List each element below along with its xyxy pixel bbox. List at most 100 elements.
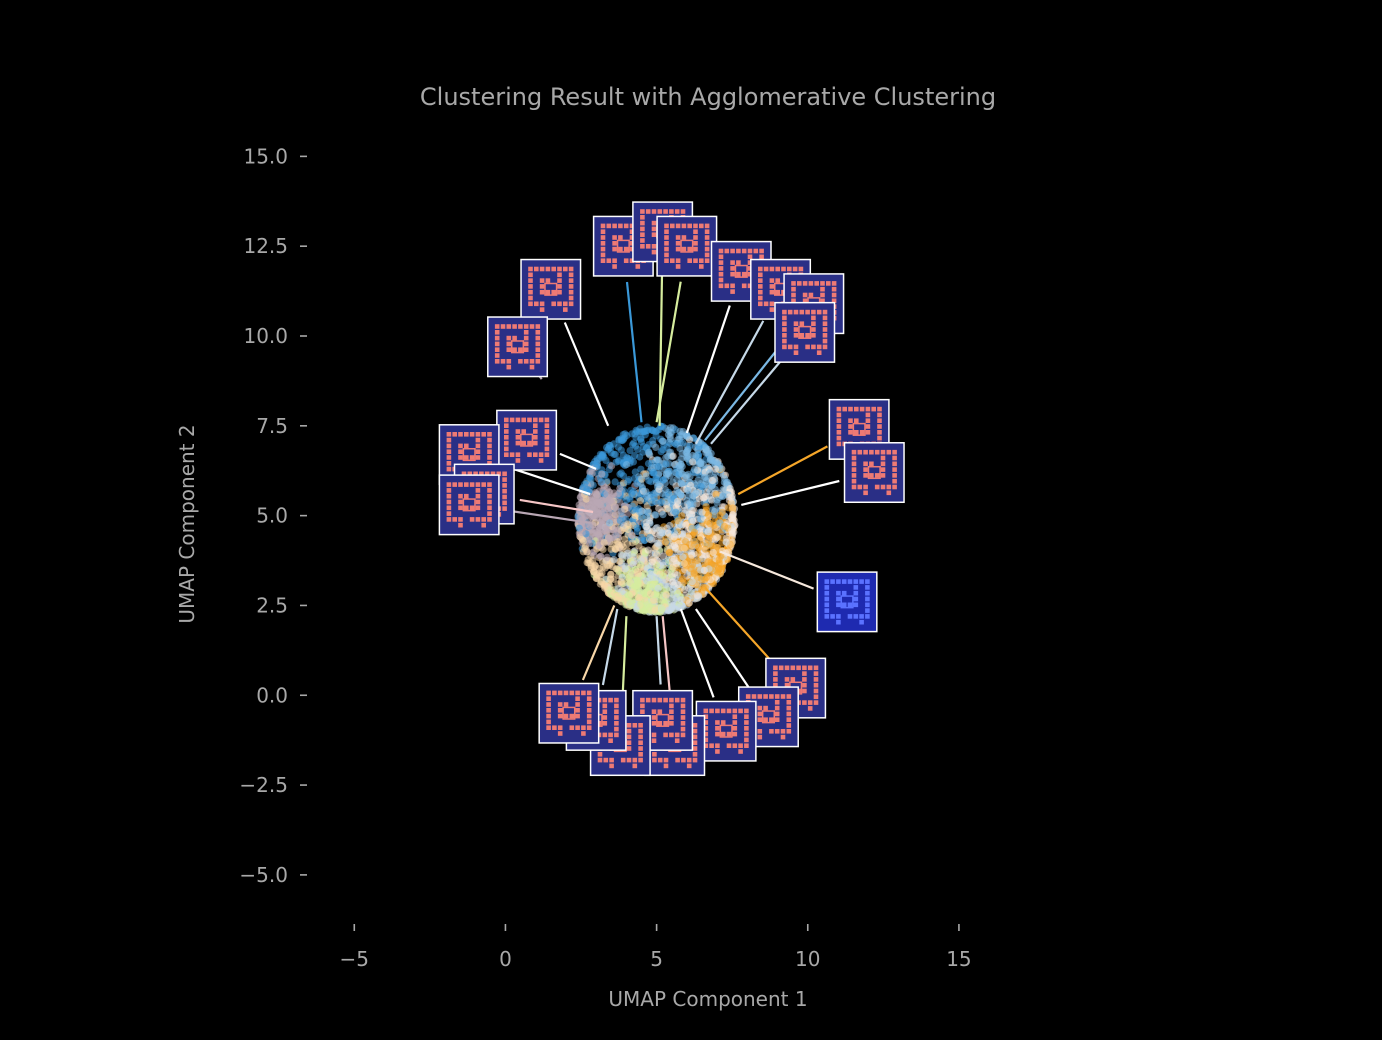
thumbnail-pixel bbox=[863, 467, 868, 472]
scatter-point bbox=[637, 561, 645, 569]
thumbnail-pixel bbox=[539, 284, 545, 289]
thumbnail-pixel bbox=[481, 522, 486, 528]
thumbnail-pixel bbox=[675, 264, 681, 269]
thumbnail-pixel bbox=[586, 719, 592, 725]
thumbnail-pixel bbox=[568, 278, 574, 283]
thumbnail-pixel bbox=[822, 315, 828, 321]
thumbnail-pixel bbox=[506, 347, 512, 352]
thumbnail-pixel bbox=[780, 729, 786, 734]
y-tick-label: 7.5 bbox=[256, 414, 288, 438]
thumbnail-pixel bbox=[640, 244, 645, 249]
scatter-point bbox=[682, 521, 690, 529]
thumbnail-pixel bbox=[787, 344, 793, 350]
scatter-point bbox=[652, 524, 660, 533]
thumbnail-pixel bbox=[535, 330, 541, 335]
thumbnail-pixel bbox=[730, 266, 735, 271]
scatter-point bbox=[662, 454, 670, 462]
thumbnail-pixel bbox=[699, 223, 704, 229]
scatter-point bbox=[592, 488, 600, 497]
thumbnail-pixel bbox=[614, 721, 619, 726]
thumbnail-pixel bbox=[726, 708, 732, 714]
thumbnail-pixel bbox=[808, 281, 814, 286]
thumbnail-pixel bbox=[880, 473, 886, 478]
thumbnail-pixel bbox=[745, 694, 751, 699]
thumbnail-pixel bbox=[892, 478, 897, 484]
thumbnail-pixel bbox=[675, 757, 680, 763]
thumbnail-pixel bbox=[523, 341, 529, 347]
thumbnail-pixel bbox=[469, 432, 475, 437]
thumbnail-pixel bbox=[813, 677, 819, 682]
thumbnail-pixel bbox=[504, 452, 509, 457]
thumbnail-pixel bbox=[859, 579, 864, 584]
thumbnail-pixel bbox=[509, 452, 515, 457]
thumbnail-pixel bbox=[663, 721, 668, 726]
thumbnail-pixel bbox=[730, 260, 735, 265]
thumbnail-pixel bbox=[757, 711, 763, 717]
thumbnail-pixel bbox=[675, 223, 681, 229]
thumbnail-pixel bbox=[533, 429, 538, 434]
thumbnail-pixel bbox=[663, 697, 668, 703]
thumbnail-pixel bbox=[608, 738, 613, 743]
thumbnail-pixel bbox=[626, 746, 632, 751]
thumbnail-pixel bbox=[782, 315, 787, 321]
thumbnail-pixel bbox=[651, 738, 657, 743]
thumbnail-pixel bbox=[718, 248, 724, 254]
thumbnail-pixel bbox=[836, 441, 842, 447]
scatter-point bbox=[677, 455, 685, 463]
thumbnail-pixel bbox=[680, 721, 686, 726]
scatter-point bbox=[665, 549, 673, 557]
thumbnail-pixel bbox=[782, 327, 787, 332]
thumbnail-pixel bbox=[446, 482, 452, 487]
thumbnail-pixel bbox=[614, 732, 619, 738]
scatter-point bbox=[693, 592, 701, 600]
scatter-point bbox=[693, 556, 701, 565]
thumbnail-pixel bbox=[523, 335, 529, 341]
thumbnail-pixel bbox=[533, 435, 538, 440]
thumbnail-pixel bbox=[824, 602, 830, 608]
scatter-point bbox=[712, 543, 720, 551]
scatter-point bbox=[697, 482, 705, 491]
scatter-point bbox=[575, 501, 583, 509]
thumbnail-pixel bbox=[586, 708, 592, 713]
thumbnail-pixel bbox=[836, 596, 841, 602]
scatter-point bbox=[678, 512, 686, 520]
thumbnail-pixel bbox=[657, 709, 663, 714]
scatter-point bbox=[586, 468, 594, 476]
scatter-point bbox=[629, 506, 637, 514]
thumbnail-pixel bbox=[473, 471, 478, 477]
thumbnail-pixel bbox=[563, 690, 569, 696]
thumbnail-pixel bbox=[575, 725, 580, 730]
thumbnail-pixel bbox=[533, 423, 538, 428]
thumbnail-pixel bbox=[512, 347, 517, 352]
thumbnail-pixel bbox=[774, 729, 780, 734]
thumbnail-pixel bbox=[865, 412, 871, 418]
thumbnail-pixel bbox=[865, 406, 871, 412]
thumbnail-pixel bbox=[805, 333, 810, 338]
scatter-point bbox=[634, 570, 643, 578]
thumbnail-image bbox=[438, 474, 500, 536]
scatter-point bbox=[627, 572, 635, 581]
thumbnail-pixel bbox=[544, 423, 550, 428]
thumbnail-pixel bbox=[506, 341, 512, 347]
thumbnail-pixel bbox=[534, 266, 539, 272]
thumbnail-pixel bbox=[877, 406, 882, 412]
scatter-point bbox=[624, 477, 632, 485]
thumbnail-pixel bbox=[816, 344, 822, 350]
thumbnail-pixel bbox=[796, 665, 801, 671]
thumbnail-pixel bbox=[820, 292, 825, 298]
scatter-point bbox=[728, 527, 736, 535]
thumbnail-pixel bbox=[494, 353, 500, 358]
thumbnail-pixel bbox=[836, 579, 841, 584]
scatter-point bbox=[713, 498, 721, 507]
thumbnail-pixel bbox=[720, 731, 726, 737]
thumbnail-pixel bbox=[529, 364, 535, 370]
thumbnail-pixel bbox=[612, 241, 617, 246]
thumbnail-pixel bbox=[790, 665, 796, 671]
thumbnail-pixel bbox=[693, 229, 698, 234]
thumbnail-pixel bbox=[464, 432, 469, 437]
thumbnail-pixel bbox=[446, 493, 452, 499]
scatter-point bbox=[611, 503, 620, 511]
scatter-point bbox=[626, 447, 634, 455]
thumbnail-pixel bbox=[533, 440, 538, 446]
thumbnail-pixel bbox=[854, 406, 859, 412]
